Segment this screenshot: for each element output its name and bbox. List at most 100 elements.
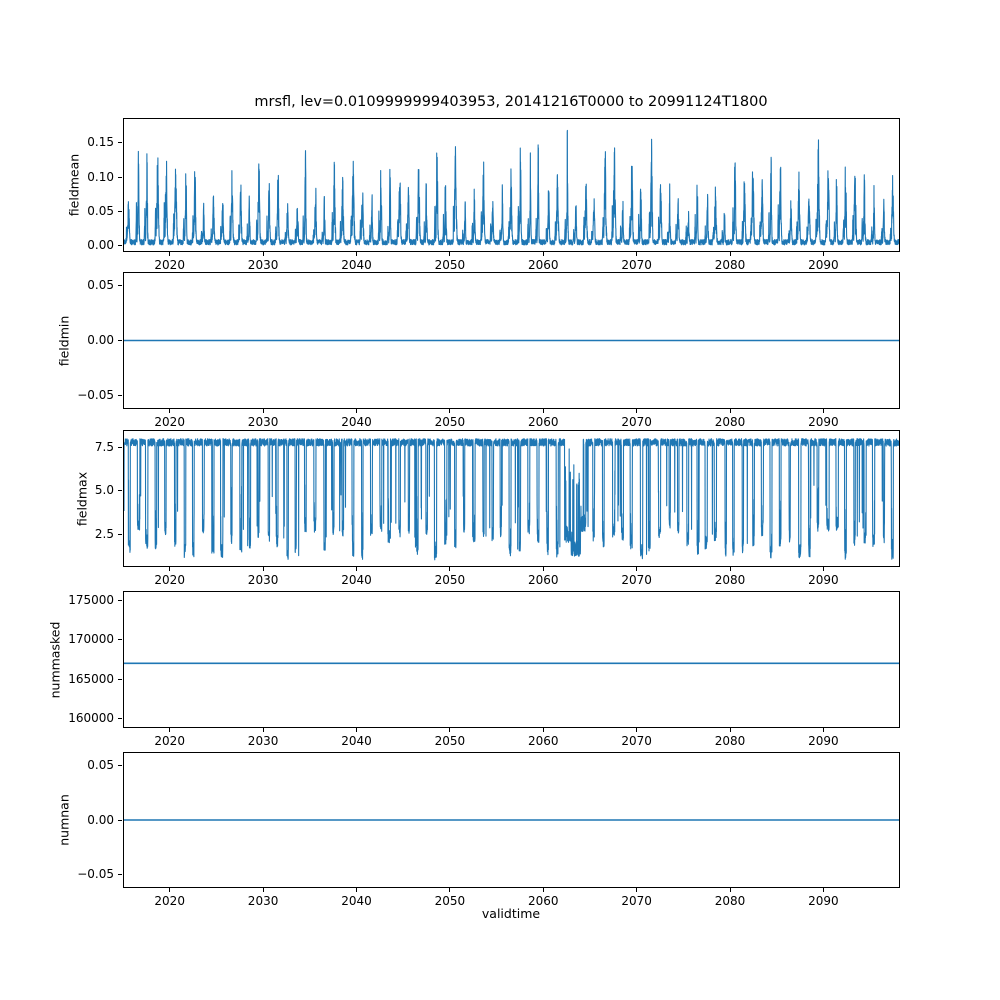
fieldmax-y-axis-label: fieldmax bbox=[74, 471, 90, 526]
numnan-plot-area bbox=[123, 752, 900, 888]
x-tick-label: 2020 bbox=[154, 573, 185, 587]
x-tick-label: 2040 bbox=[341, 894, 372, 908]
x-tick bbox=[729, 409, 731, 413]
y-tick bbox=[118, 819, 122, 821]
y-tick-label: −0.05 bbox=[77, 387, 114, 402]
x-tick bbox=[169, 252, 171, 256]
x-tick bbox=[636, 567, 638, 571]
x-tick bbox=[262, 252, 264, 256]
y-tick-label: 0.05 bbox=[87, 203, 114, 218]
x-tick-label: 2030 bbox=[247, 258, 279, 272]
y-tick bbox=[118, 142, 122, 144]
x-tick-label: 2040 bbox=[341, 734, 372, 748]
x-tick bbox=[542, 728, 544, 732]
x-tick-label: 2080 bbox=[714, 573, 746, 587]
x-tick-label: 2040 bbox=[341, 415, 372, 429]
x-tick-label: 2080 bbox=[714, 734, 746, 748]
y-tick bbox=[118, 245, 122, 247]
x-tick bbox=[355, 567, 357, 571]
x-tick-label: 2080 bbox=[714, 894, 746, 908]
numnan-series-canvas bbox=[124, 753, 899, 887]
y-tick bbox=[118, 639, 122, 641]
x-tick bbox=[355, 888, 357, 892]
fieldmax-plot-area bbox=[123, 430, 900, 567]
y-tick bbox=[118, 873, 122, 875]
y-tick-label: 7.5 bbox=[94, 439, 114, 454]
x-tick bbox=[636, 252, 638, 256]
y-tick bbox=[118, 446, 122, 448]
fieldmean-series-canvas bbox=[124, 119, 899, 251]
nummasked-plot-area bbox=[123, 591, 900, 728]
x-tick bbox=[822, 888, 824, 892]
x-tick bbox=[449, 252, 451, 256]
fieldmin-series-canvas bbox=[124, 273, 899, 408]
x-tick bbox=[636, 728, 638, 732]
x-tick-label: 2050 bbox=[434, 894, 466, 908]
x-tick bbox=[449, 567, 451, 571]
y-tick-label: 0.00 bbox=[87, 333, 114, 347]
y-tick-label: −0.05 bbox=[77, 866, 114, 881]
x-tick-label: 2050 bbox=[434, 734, 466, 748]
x-tick-label: 2020 bbox=[154, 734, 185, 748]
y-tick-label: 5.0 bbox=[94, 483, 114, 498]
numnan-y-axis-label: numnan bbox=[56, 794, 72, 846]
y-tick bbox=[118, 717, 122, 719]
y-tick-label: 2.5 bbox=[94, 526, 114, 541]
x-tick bbox=[449, 728, 451, 732]
fieldmin-plot-area bbox=[123, 272, 900, 409]
nummasked-series-canvas bbox=[124, 592, 899, 727]
x-tick-label: 2050 bbox=[434, 415, 466, 429]
x-tick-label: 2070 bbox=[621, 573, 652, 587]
x-tick-label: 2070 bbox=[621, 415, 652, 429]
x-tick-label: 2090 bbox=[808, 734, 839, 748]
x-tick-label: 2050 bbox=[434, 258, 466, 272]
x-tick bbox=[542, 409, 544, 413]
x-tick-label: 2090 bbox=[808, 894, 839, 908]
x-tick-label: 2080 bbox=[714, 258, 746, 272]
x-tick bbox=[262, 728, 264, 732]
x-tick-label: 2070 bbox=[621, 894, 652, 908]
x-tick bbox=[542, 252, 544, 256]
x-tick bbox=[542, 888, 544, 892]
x-tick bbox=[355, 409, 357, 413]
x-tick bbox=[636, 409, 638, 413]
x-tick-label: 2030 bbox=[247, 894, 279, 908]
y-tick bbox=[118, 678, 122, 680]
nummasked-y-axis-label: nummasked bbox=[47, 621, 63, 698]
y-tick-label: 170000 bbox=[68, 632, 114, 647]
y-tick-label: 0.00 bbox=[87, 238, 114, 253]
x-tick-label: 2090 bbox=[808, 258, 839, 272]
fieldmax-series-canvas bbox=[124, 431, 899, 566]
x-tick bbox=[262, 567, 264, 571]
x-tick bbox=[169, 567, 171, 571]
y-tick bbox=[118, 176, 122, 178]
x-tick bbox=[449, 409, 451, 413]
y-tick bbox=[118, 285, 122, 287]
x-tick bbox=[729, 888, 731, 892]
x-tick bbox=[262, 888, 264, 892]
x-tick-label: 2060 bbox=[527, 894, 559, 908]
y-tick bbox=[118, 765, 122, 767]
x-tick bbox=[822, 567, 824, 571]
x-tick-label: 2040 bbox=[341, 258, 372, 272]
x-tick-label: 2060 bbox=[527, 415, 559, 429]
y-tick-label: 165000 bbox=[68, 671, 114, 686]
x-tick-label: 2060 bbox=[527, 734, 559, 748]
y-tick bbox=[118, 340, 122, 341]
x-tick-label: 2040 bbox=[341, 573, 372, 587]
x-tick-label: 2020 bbox=[154, 894, 185, 908]
x-tick bbox=[262, 409, 264, 413]
y-tick bbox=[118, 533, 122, 535]
x-tick-label: 2060 bbox=[527, 258, 559, 272]
x-tick bbox=[169, 728, 171, 732]
x-tick bbox=[355, 728, 357, 732]
y-tick-label: 0.05 bbox=[87, 278, 114, 293]
y-tick bbox=[118, 394, 122, 396]
x-tick bbox=[636, 888, 638, 892]
x-tick bbox=[822, 252, 824, 256]
fieldmin-y-axis-label: fieldmin bbox=[56, 315, 72, 366]
x-tick-label: 2060 bbox=[527, 573, 559, 587]
x-tick bbox=[542, 567, 544, 571]
y-tick bbox=[118, 600, 122, 602]
x-tick-label: 2070 bbox=[621, 734, 652, 748]
